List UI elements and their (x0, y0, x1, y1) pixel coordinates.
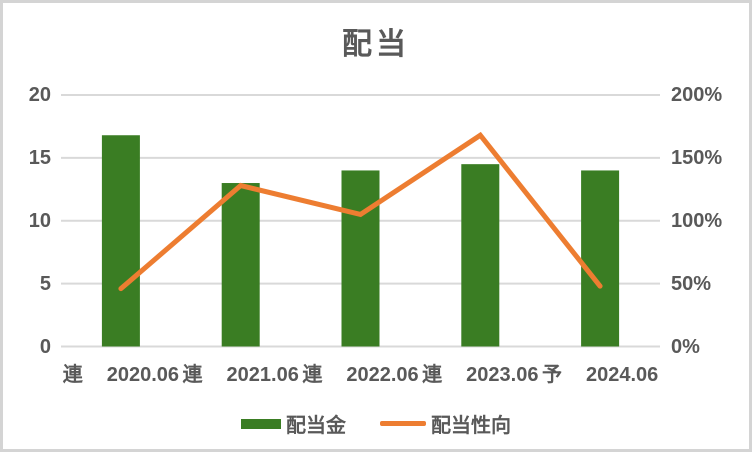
right-axis-tick-label: 150% (671, 146, 723, 169)
x-tick-date: 2023.06 (466, 364, 539, 386)
bar (101, 135, 140, 347)
left-axis-tick-label: 0 (39, 335, 51, 358)
chart-title: 配当 (342, 28, 410, 61)
plot-area (61, 94, 660, 348)
x-tick-date: 2021.06 (226, 364, 299, 386)
x-tick-prefix: 連 (182, 364, 203, 386)
bar-series-swatch-icon (241, 418, 281, 429)
left-axis-tick-label: 20 (28, 84, 51, 106)
x-tick-date: 2024.06 (585, 364, 659, 386)
x-tick-label: 予 2024.06 (542, 363, 658, 387)
right-axis-tick-label: 0% (671, 335, 700, 358)
left-axis-tick-label: 10 (28, 209, 51, 232)
legend-label-dividend: 配当金 (286, 415, 346, 437)
x-tick-date: 2022.06 (346, 364, 419, 386)
line-series-swatch-icon (380, 421, 426, 426)
legend-item-dividend: 配当金 (241, 409, 346, 438)
x-tick-label: 連 2020.06 (63, 363, 179, 387)
legend-label-payout-ratio: 配当性向 (431, 415, 511, 437)
x-tick-prefix: 連 (302, 364, 323, 386)
right-axis-tick-label: 100% (671, 209, 723, 232)
bar (581, 170, 620, 347)
x-tick-prefix: 連 (422, 364, 443, 386)
right-axis-tick-label: 50% (671, 272, 712, 295)
legend-item-payout-ratio: 配当性向 (380, 409, 511, 438)
bar (221, 183, 260, 347)
bar (461, 164, 500, 347)
left-axis-tick-label: 15 (28, 146, 51, 169)
x-tick-prefix: 予 (541, 364, 562, 386)
x-tick-prefix: 連 (62, 364, 83, 386)
x-tick-label: 連 2022.06 (302, 363, 418, 387)
x-tick-label: 連 2021.06 (183, 363, 299, 387)
left-axis-tick-label: 5 (39, 272, 51, 295)
x-tick-date: 2020.06 (106, 364, 180, 386)
x-tick-label: 連 2023.06 (422, 363, 538, 387)
bar (341, 170, 380, 347)
line-series (118, 131, 603, 292)
right-axis-tick-label: 200% (671, 84, 723, 106)
legend: 配当金 配当性向 (3, 409, 749, 438)
